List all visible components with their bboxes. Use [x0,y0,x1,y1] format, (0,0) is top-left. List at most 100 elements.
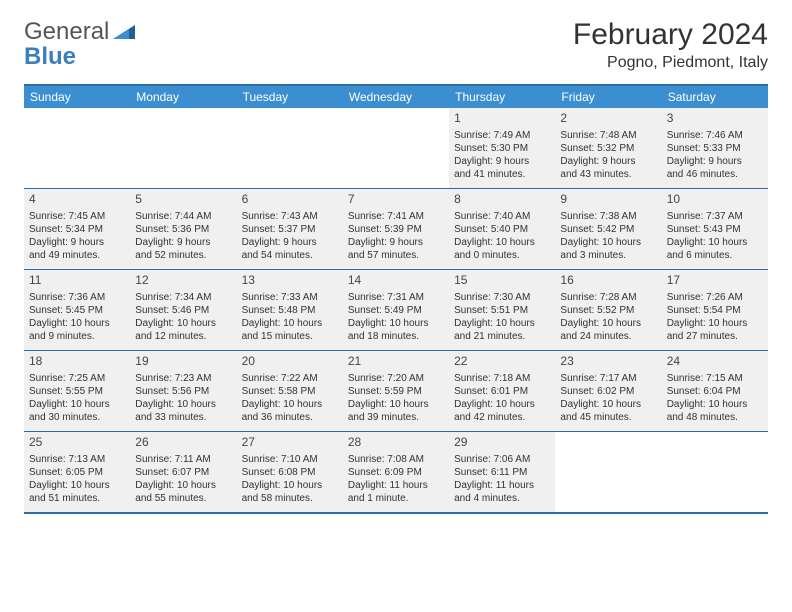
day-day1: Daylight: 10 hours [667,398,763,411]
day-cell [130,108,236,188]
day-cell [24,108,130,188]
day-sunset: Sunset: 6:02 PM [560,385,656,398]
day-sunrise: Sunrise: 7:40 AM [454,210,550,223]
day-sunset: Sunset: 6:11 PM [454,466,550,479]
day-number: 22 [454,354,550,370]
day-sunrise: Sunrise: 7:23 AM [135,372,231,385]
day-day2: and 36 minutes. [242,411,338,424]
day-day1: Daylight: 10 hours [454,236,550,249]
dow-friday: Friday [555,86,661,108]
day-sunset: Sunset: 5:33 PM [667,142,763,155]
day-number: 20 [242,354,338,370]
day-sunrise: Sunrise: 7:41 AM [348,210,444,223]
day-sunset: Sunset: 6:08 PM [242,466,338,479]
day-day1: Daylight: 10 hours [454,317,550,330]
dow-sunday: Sunday [24,86,130,108]
day-day1: Daylight: 10 hours [348,398,444,411]
day-number: 17 [667,273,763,289]
day-cell: 5Sunrise: 7:44 AMSunset: 5:36 PMDaylight… [130,189,236,269]
day-day2: and 41 minutes. [454,168,550,181]
day-number: 7 [348,192,444,208]
day-number: 4 [29,192,125,208]
day-day2: and 52 minutes. [135,249,231,262]
day-cell: 18Sunrise: 7:25 AMSunset: 5:55 PMDayligh… [24,351,130,431]
day-sunrise: Sunrise: 7:25 AM [29,372,125,385]
day-day1: Daylight: 10 hours [135,317,231,330]
day-number: 5 [135,192,231,208]
day-sunset: Sunset: 5:34 PM [29,223,125,236]
logo-icon [113,18,135,46]
day-sunset: Sunset: 5:36 PM [135,223,231,236]
day-day2: and 45 minutes. [560,411,656,424]
day-sunrise: Sunrise: 7:31 AM [348,291,444,304]
day-number: 24 [667,354,763,370]
day-number: 8 [454,192,550,208]
day-day2: and 57 minutes. [348,249,444,262]
day-sunset: Sunset: 5:48 PM [242,304,338,317]
day-day1: Daylight: 10 hours [29,317,125,330]
day-day1: Daylight: 10 hours [135,398,231,411]
day-sunset: Sunset: 6:07 PM [135,466,231,479]
day-sunset: Sunset: 5:49 PM [348,304,444,317]
day-number: 19 [135,354,231,370]
day-number: 3 [667,111,763,127]
week-row: 25Sunrise: 7:13 AMSunset: 6:05 PMDayligh… [24,432,768,514]
day-cell: 1Sunrise: 7:49 AMSunset: 5:30 PMDaylight… [449,108,555,188]
day-day1: Daylight: 11 hours [454,479,550,492]
day-day2: and 1 minute. [348,492,444,505]
day-day1: Daylight: 9 hours [242,236,338,249]
day-number: 9 [560,192,656,208]
day-day2: and 46 minutes. [667,168,763,181]
day-day2: and 21 minutes. [454,330,550,343]
week-row: 18Sunrise: 7:25 AMSunset: 5:55 PMDayligh… [24,351,768,432]
day-day2: and 9 minutes. [29,330,125,343]
day-day2: and 39 minutes. [348,411,444,424]
day-cell: 10Sunrise: 7:37 AMSunset: 5:43 PMDayligh… [662,189,768,269]
day-cell: 4Sunrise: 7:45 AMSunset: 5:34 PMDaylight… [24,189,130,269]
day-day1: Daylight: 10 hours [242,398,338,411]
day-number: 27 [242,435,338,451]
day-day2: and 0 minutes. [454,249,550,262]
day-sunset: Sunset: 5:45 PM [29,304,125,317]
day-cell: 2Sunrise: 7:48 AMSunset: 5:32 PMDaylight… [555,108,661,188]
day-cell: 8Sunrise: 7:40 AMSunset: 5:40 PMDaylight… [449,189,555,269]
day-sunrise: Sunrise: 7:20 AM [348,372,444,385]
day-cell [237,108,343,188]
header: General February 2024 Pogno, Piedmont, I… [24,18,768,72]
day-day2: and 54 minutes. [242,249,338,262]
dow-wednesday: Wednesday [343,86,449,108]
day-sunset: Sunset: 5:37 PM [242,223,338,236]
day-sunrise: Sunrise: 7:13 AM [29,453,125,466]
day-number: 12 [135,273,231,289]
day-sunrise: Sunrise: 7:49 AM [454,129,550,142]
day-cell [662,432,768,512]
day-of-week-row: Sunday Monday Tuesday Wednesday Thursday… [24,86,768,108]
day-cell [343,108,449,188]
day-sunset: Sunset: 5:52 PM [560,304,656,317]
week-row: 4 Sunrise: 7:45 AMSunset: 5:34 PM Daylight… [24,189,768,270]
dow-monday: Monday [130,86,236,108]
day-day2: and 49 minutes. [29,249,125,262]
day-sunrise: Sunrise: 7:45 AM [29,210,125,223]
day-cell [555,432,661,512]
title-block: February 2024 Pogno, Piedmont, Italy [573,18,768,72]
day-number: 29 [454,435,550,451]
day-sunrise: Sunrise: 7:36 AM [29,291,125,304]
day-day2: and 3 minutes. [560,249,656,262]
day-sunset: Sunset: 5:32 PM [560,142,656,155]
day-cell: 13Sunrise: 7:33 AMSunset: 5:48 PMDayligh… [237,270,343,350]
week-row: 11Sunrise: 7:36 AMSunset: 5:45 PMDayligh… [24,270,768,351]
day-sunset: Sunset: 6:04 PM [667,385,763,398]
day-day1: Daylight: 10 hours [242,479,338,492]
day-sunrise: Sunrise: 7:37 AM [667,210,763,223]
day-sunset: Sunset: 5:46 PM [135,304,231,317]
day-number: 14 [348,273,444,289]
day-sunset: Sunset: 5:42 PM [560,223,656,236]
day-sunrise: Sunrise: 7:11 AM [135,453,231,466]
dow-saturday: Saturday [662,86,768,108]
day-day1: Daylight: 9 hours [135,236,231,249]
logo: General [24,18,137,46]
day-day1: Daylight: 10 hours [29,479,125,492]
day-day1: Daylight: 10 hours [560,236,656,249]
dow-tuesday: Tuesday [237,86,343,108]
